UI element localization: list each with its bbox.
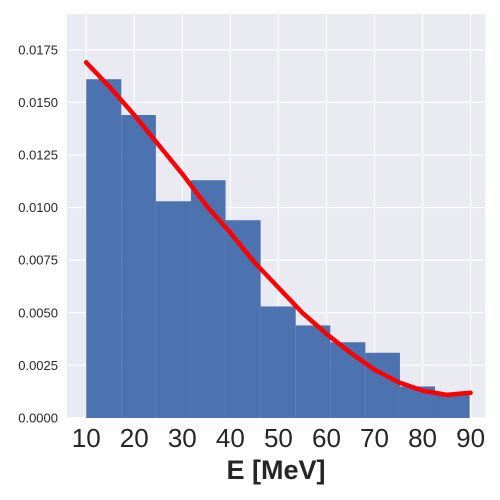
histogram-bars bbox=[86, 79, 470, 419]
y-tick-labels: 0.0000 0.0025 0.0050 0.0075 0.0100 0.0125 0.01… bbox=[18, 42, 58, 425]
x-tick-label: 60 bbox=[312, 423, 341, 453]
fit-curve-line bbox=[83, 60, 473, 398]
histogram-bar bbox=[190, 180, 226, 418]
histogram-bar bbox=[260, 306, 296, 418]
histogram-bar bbox=[155, 201, 191, 418]
y-tick-label: 0.0100 bbox=[18, 200, 58, 215]
y-tick-label: 0.0050 bbox=[18, 305, 58, 320]
x-tick-label: 80 bbox=[408, 423, 437, 453]
y-tick-label: 0.0125 bbox=[18, 147, 58, 162]
histogram-bar bbox=[435, 392, 470, 418]
x-tick-label: 70 bbox=[360, 423, 389, 453]
histogram-bar bbox=[86, 79, 122, 419]
fit-curve bbox=[83, 60, 473, 398]
y-tick-label: 0.0000 bbox=[18, 411, 58, 426]
y-tick-label: 0.0075 bbox=[18, 253, 58, 268]
histogram-bar bbox=[225, 220, 261, 418]
x-tick-label: 50 bbox=[264, 423, 293, 453]
x-tick-label: 90 bbox=[456, 423, 485, 453]
x-tick-labels: 10 20 30 40 50 60 70 80 90 bbox=[72, 423, 485, 453]
histogram-bar bbox=[295, 325, 331, 418]
x-tick-label: 40 bbox=[216, 423, 245, 453]
y-tick-label: 0.0150 bbox=[18, 95, 58, 110]
x-tick-label: 10 bbox=[72, 423, 101, 453]
y-tick-label: 0.0025 bbox=[18, 358, 58, 373]
histogram-bar bbox=[330, 342, 366, 418]
y-tick-label: 0.0175 bbox=[18, 42, 58, 57]
histogram-bar bbox=[121, 115, 156, 418]
x-axis-label: E [MeV] bbox=[226, 455, 325, 485]
histogram-bar bbox=[365, 352, 400, 418]
x-tick-label: 20 bbox=[120, 423, 149, 453]
x-tick-label: 30 bbox=[168, 423, 197, 453]
